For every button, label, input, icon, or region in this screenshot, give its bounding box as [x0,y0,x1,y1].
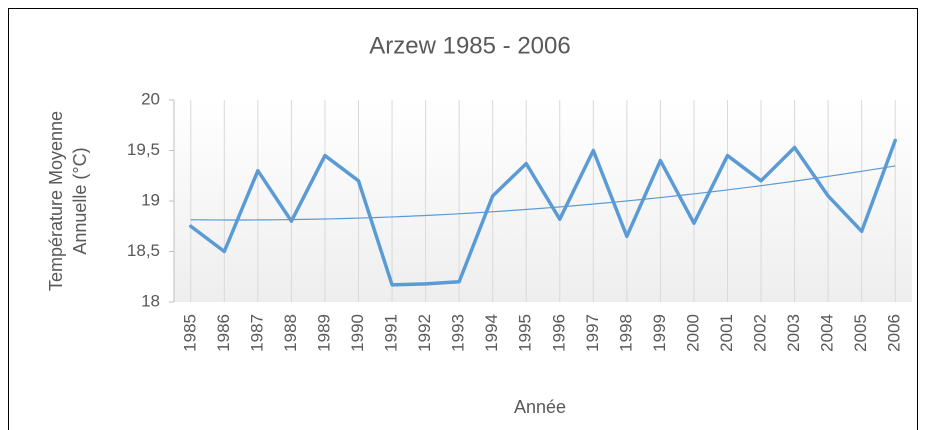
x-tick-label: 2002 [751,314,770,352]
x-tick-label: 1998 [616,314,635,352]
x-tick-label: 2006 [885,314,904,352]
trendline [190,165,896,221]
x-tick-label: 1986 [214,314,233,352]
x-tick-label: 1993 [449,314,468,352]
y-tick-label: 19,5 [127,140,160,159]
y-tick-label: 19 [141,190,160,209]
x-tick-label: 2004 [818,314,837,352]
y-tick-label: 18,5 [127,241,160,260]
x-axis-label: Année [514,397,566,417]
plot-area [174,100,912,302]
x-tick-label: 1985 [180,314,199,352]
x-tick-label: 1990 [348,314,367,352]
y-tick-label: 20 [141,89,160,108]
x-tick-label: 1999 [650,314,669,352]
x-tick-label: 1992 [415,314,434,352]
x-tick-label: 1988 [281,314,300,352]
x-tick-label: 1997 [583,314,602,352]
x-tick-label: 1987 [247,314,266,352]
y-tick-label: 18 [141,291,160,310]
y-axis-label: Température Moyenne [46,111,66,291]
x-tick-label: 2003 [784,314,803,352]
x-tick-label: 1991 [382,314,401,352]
x-tick-label: 1994 [482,314,501,352]
x-tick-label: 1996 [549,314,568,352]
x-tick-label: 2005 [851,314,870,352]
x-tick-label: 1995 [516,314,535,352]
x-tick-label: 2000 [683,314,702,352]
frame [8,8,918,430]
x-tick-label: 1989 [314,314,333,352]
x-tick-label: 2001 [717,314,736,352]
chart-title: Arzew 1985 - 2006 [369,32,570,59]
data-line [189,138,897,287]
y-axis-label: Annuelle (°C) [70,147,90,254]
